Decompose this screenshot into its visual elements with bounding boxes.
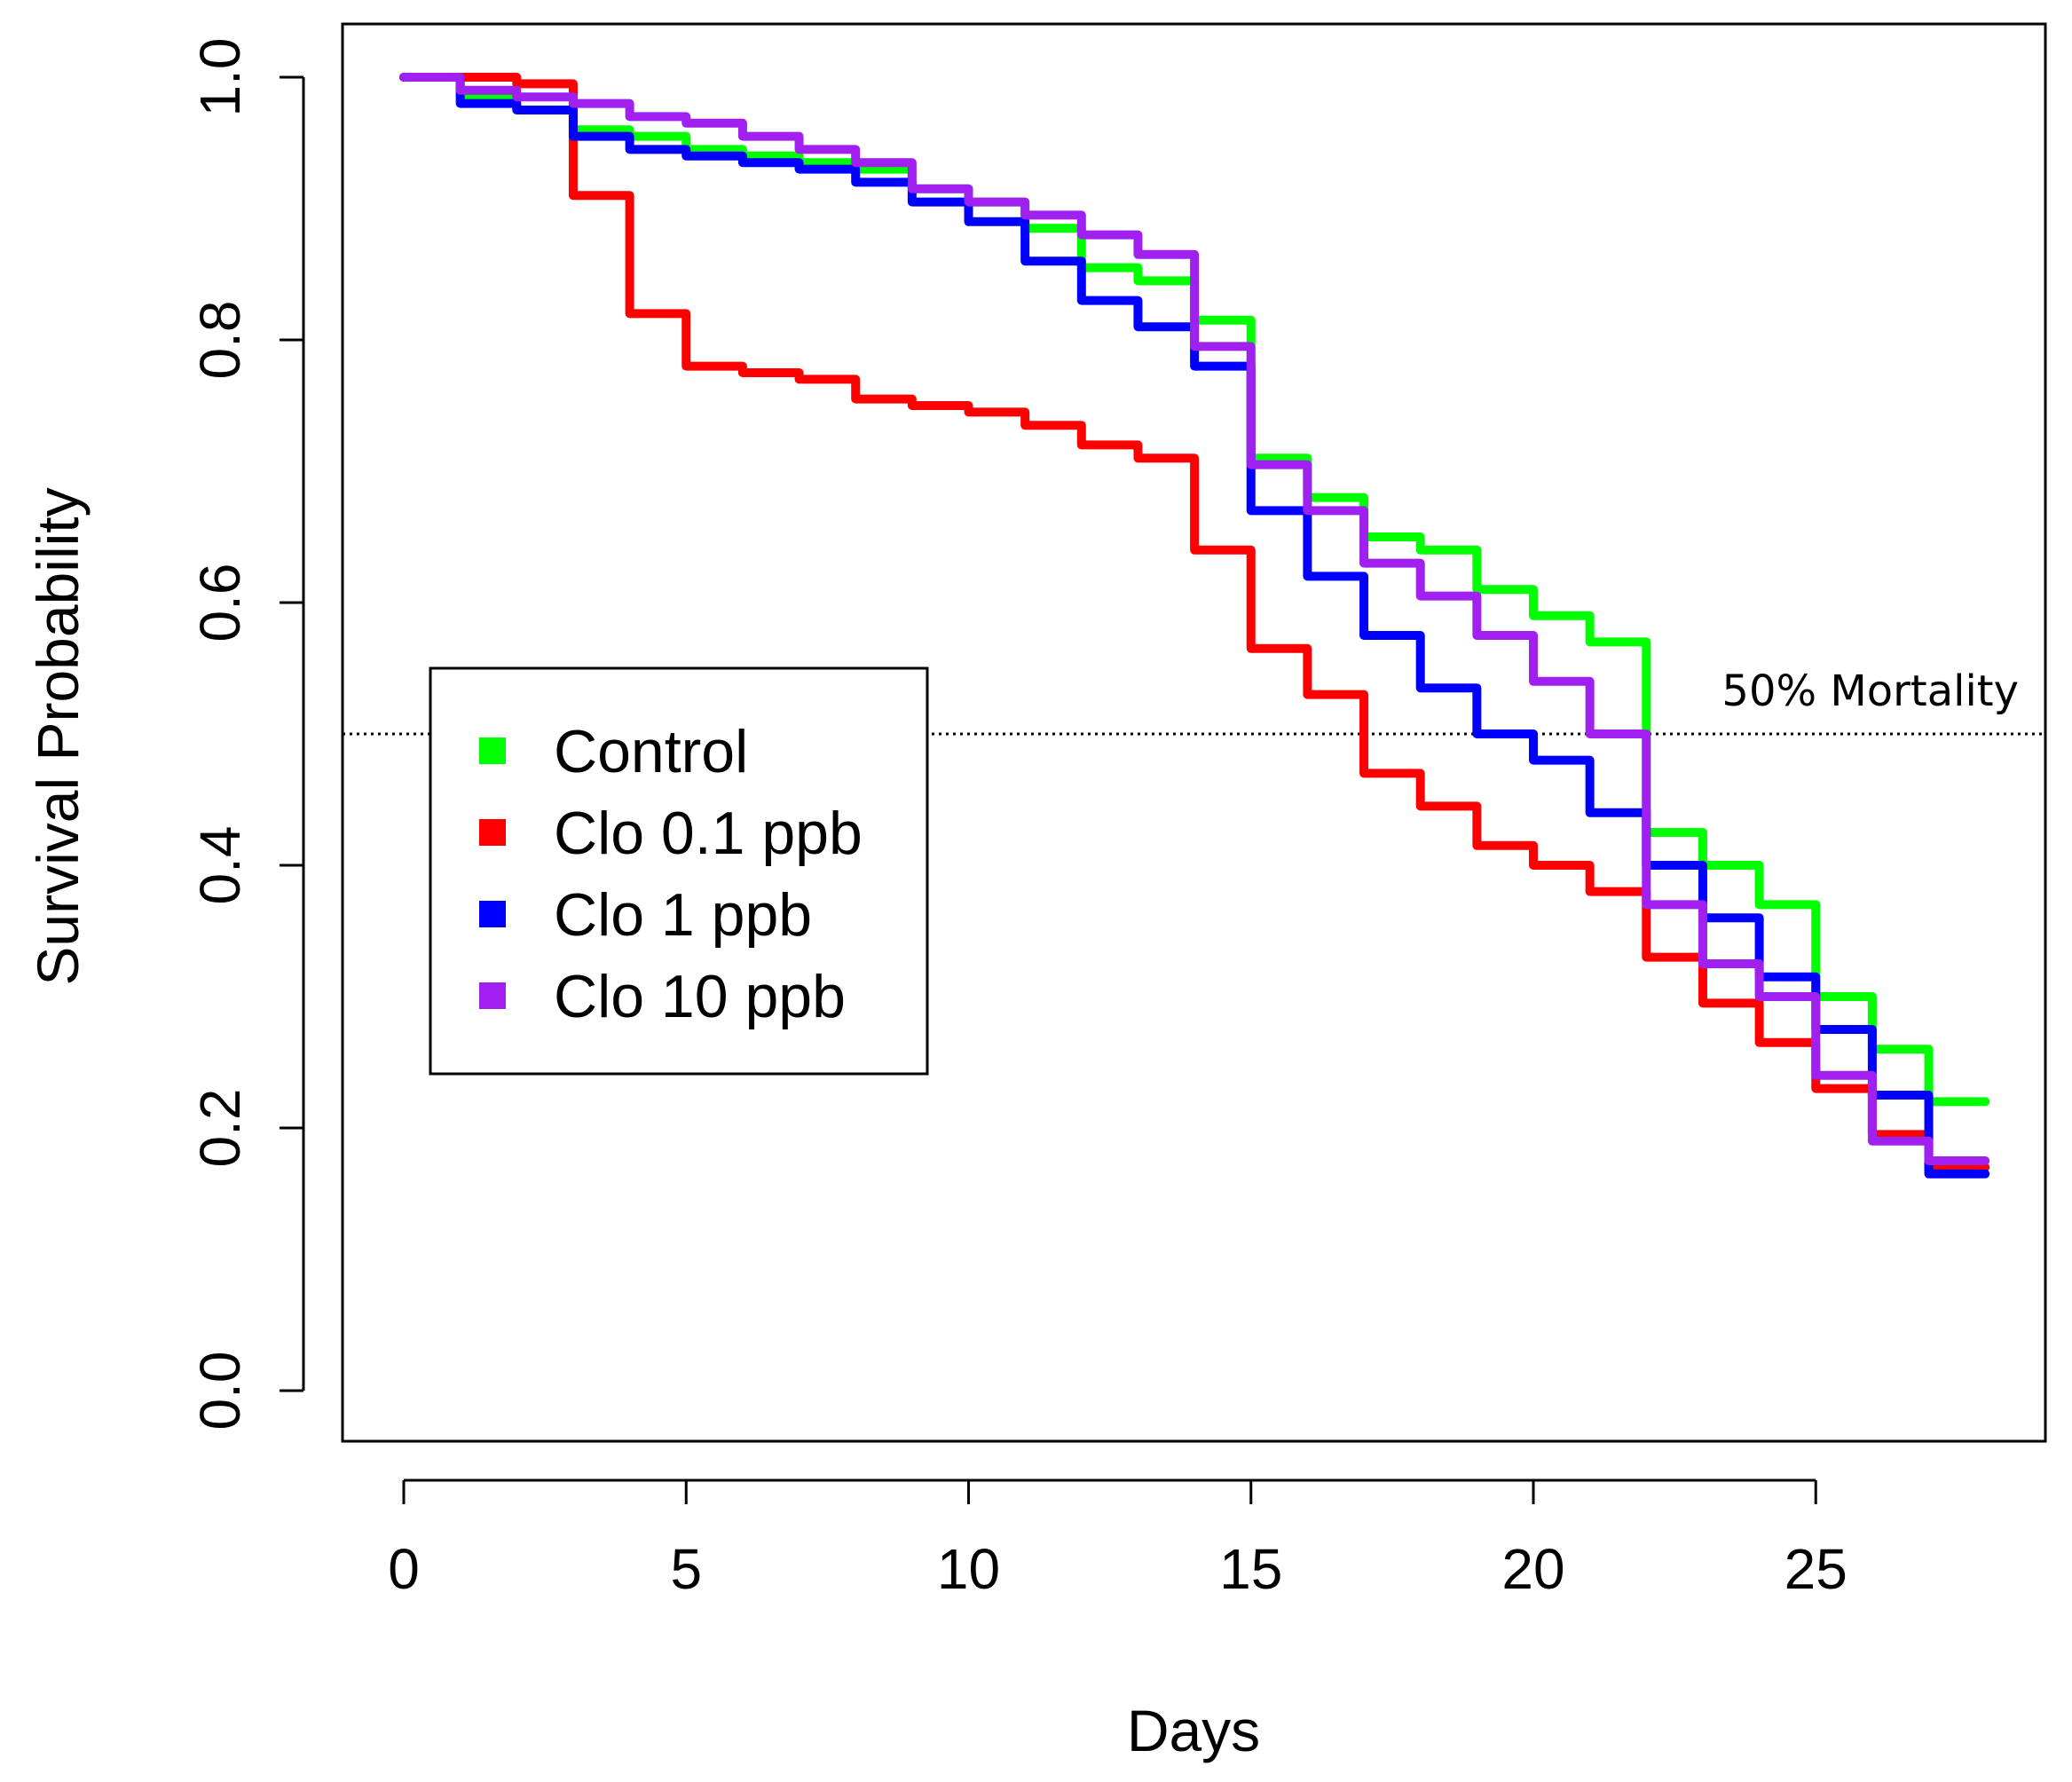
legend: Control Clo 0.1 ppb Clo 1 ppb Clo 10 ppb (429, 666, 929, 1076)
legend-label: Clo 10 ppb (554, 963, 846, 1030)
y-tick-label: 0.2 (188, 1089, 252, 1168)
series-line-clo-10-ppb (399, 73, 1990, 1165)
x-tick-label: 5 (670, 1537, 702, 1601)
legend-swatch (479, 737, 506, 764)
x-tick-label: 15 (1219, 1537, 1282, 1601)
y-axis-title: Survival Probability (25, 487, 91, 985)
x-tick-label: 0 (388, 1537, 420, 1601)
legend-swatch (479, 901, 506, 927)
legend-swatch (479, 819, 506, 846)
y-tick-label: 0.4 (188, 826, 252, 905)
y-tick-label: 1.0 (188, 38, 252, 117)
x-axis-title: Days (1127, 1698, 1260, 1763)
series-line-clo-0-1-ppb (399, 73, 1990, 1172)
reference-line-label: 50% Mortality (1721, 666, 2019, 716)
legend-label: Control (554, 718, 748, 785)
y-tick-label: 0.0 (188, 1352, 252, 1431)
x-tick-label: 10 (937, 1537, 1000, 1601)
legend-swatch (479, 982, 506, 1009)
x-tick-label: 20 (1501, 1537, 1564, 1601)
plot-frame (341, 22, 2047, 1443)
x-tick-label: 25 (1784, 1537, 1847, 1601)
legend-box (429, 666, 929, 1076)
legend-label: Clo 0.1 ppb (554, 800, 863, 867)
y-tick-label: 0.8 (188, 301, 252, 380)
legend-label: Clo 1 ppb (554, 881, 812, 949)
y-tick-label: 0.6 (188, 564, 252, 643)
